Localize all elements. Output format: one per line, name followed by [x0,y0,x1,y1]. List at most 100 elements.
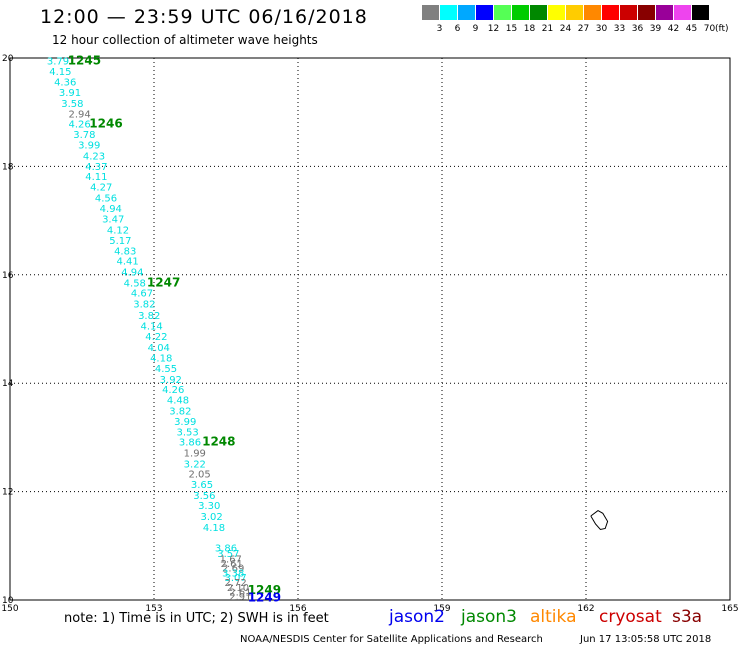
swh-measurement: 3.07 [224,573,246,584]
swh-measurement: 3.02 [200,512,222,523]
legend-swatch [674,5,691,20]
swh-measurement: 4.15 [49,67,71,78]
legend-label: 39 [649,24,662,34]
swh-measurement: 4.48 [167,395,189,406]
lat-tick-label: 12 [2,488,13,498]
swh-measurement: 3.91 [59,88,81,99]
swh-measurement: 4.23 [83,152,105,163]
swh-measurement: 3.58 [61,99,83,110]
swh-measurement: 3.30 [198,501,220,512]
swh-measurement: 2.72 [224,578,246,589]
swh-measurement: 3.82 [138,311,160,322]
legend-swatch [566,5,583,20]
legend-label: 45 [685,24,698,34]
pass-time-label: 1248 [202,435,235,449]
swh-measurement: 3.56 [193,491,215,502]
legend-swatch [494,5,511,20]
swh-measurement: 2.05 [188,470,210,481]
legend-swatch [584,5,601,20]
swh-measurement: 3.86 [179,438,201,449]
footer-credit: NOAA/NESDIS Center for Satellite Applica… [240,634,543,645]
swh-measurement: 4.94 [121,268,143,279]
swh-measurement: 4.12 [107,225,129,236]
swh-measurement: 4.14 [140,322,162,333]
swh-measurement: 3.65 [191,480,213,491]
swh-measurement: 4.36 [54,77,76,88]
lon-tick-label: 159 [433,604,450,614]
satellite-name-cryosat: cryosat [599,607,662,627]
page-title: 12:00 — 23:59 UTC 06/16/2018 [40,6,368,28]
legend-swatch [512,5,529,20]
pass-time-label: 1249 [248,583,281,597]
swh-measurement: 3.92 [160,375,182,386]
legend-swatch [656,5,673,20]
pass-time-label: 1247 [147,275,180,289]
satellite-name-jason3: jason3 [461,607,517,627]
swh-measurement: 4.67 [131,289,153,300]
satellite-name-s3a: s3a [672,607,703,627]
swh-measurement: 4.55 [155,364,177,375]
legend-label: 21 [541,24,554,34]
legend-swatch [476,5,493,20]
swh-measurement: 3.78 [73,130,95,141]
swh-measurement: 4.41 [116,257,138,268]
swh-measurement: 4.04 [148,343,170,354]
lon-tick-label: 150 [1,604,18,614]
legend-swatch [620,5,637,20]
map-frame [9,57,731,601]
swh-measurement: 2.94 [68,109,90,120]
legend-unit: (ft) [715,24,729,34]
legend-label: 9 [472,24,479,34]
swh-measurement: 3.47 [102,214,124,225]
legend-label: 33 [613,24,626,34]
legend-swatch [530,5,547,20]
footer-note: note: 1) Time is in UTC; 2) SWH is in fe… [64,611,329,626]
swh-measurement: 4.94 [100,204,122,215]
swh-measurement: 4.18 [203,523,225,534]
swh-measurement: 4.58 [124,278,146,289]
page-subtitle: 12 hour collection of altimeter wave hei… [52,33,318,47]
pass-time-label: 1246 [89,117,122,131]
lon-tick-label: 156 [289,604,306,614]
legend-swatch [602,5,619,20]
swh-measurement: 4.22 [145,332,167,343]
swh-measurement: 4.11 [85,172,107,183]
pass-time-label: 1245 [68,54,101,68]
swh-measurement: 3.22 [184,459,206,470]
swh-measurement: 3.82 [169,406,191,417]
legend-swatch [440,5,457,20]
lat-tick-label: 20 [2,54,14,64]
legend-swatch [692,5,709,20]
swh-measurement: 1.99 [184,449,206,460]
legend-label: 24 [559,24,572,34]
swh-measurement: 3.99 [78,141,100,152]
legend-label: 36 [631,24,644,34]
swh-measurement: 3.82 [133,300,155,311]
lon-tick-label: 153 [145,604,162,614]
swh-measurement: 4.56 [95,193,117,204]
legend-label: 12 [487,24,500,34]
satellite-name-jason2: jason2 [389,607,445,627]
legend-label: 15 [505,24,518,34]
legend-swatch [422,5,439,20]
legend-label: 3 [436,24,443,34]
legend-swatch [458,5,475,20]
legend-label: 6 [454,24,461,34]
swh-measurement: 3.57 [217,549,239,560]
lon-tick-label: 165 [721,604,738,614]
swh-measurement: 4.18 [150,354,172,365]
lat-tick-label: 18 [2,162,14,172]
swh-measurement: 4.37 [85,162,107,173]
swh-measurement: 3.86 [215,543,237,554]
legend-label: 30 [595,24,608,34]
lat-tick-label: 14 [2,379,14,389]
legend-swatch [638,5,655,20]
lat-tick-label: 16 [2,271,14,281]
swh-measurement: 3.38 [222,568,244,579]
swh-measurement: 1.67 [220,554,242,565]
swh-measurement: 2.61 [229,587,251,598]
lat-tick-label: 10 [2,596,14,606]
swh-measurement: 4.26 [68,120,90,131]
legend-label: 70 [703,24,716,34]
swh-measurement: 2.91 [229,592,251,603]
